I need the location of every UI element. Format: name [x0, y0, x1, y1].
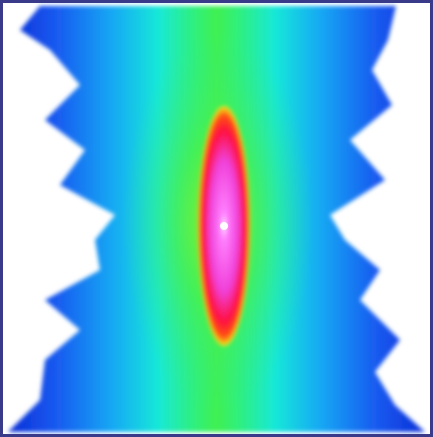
- beam-center: [220, 222, 228, 230]
- scattering-image: [0, 0, 433, 437]
- page: [0, 0, 433, 437]
